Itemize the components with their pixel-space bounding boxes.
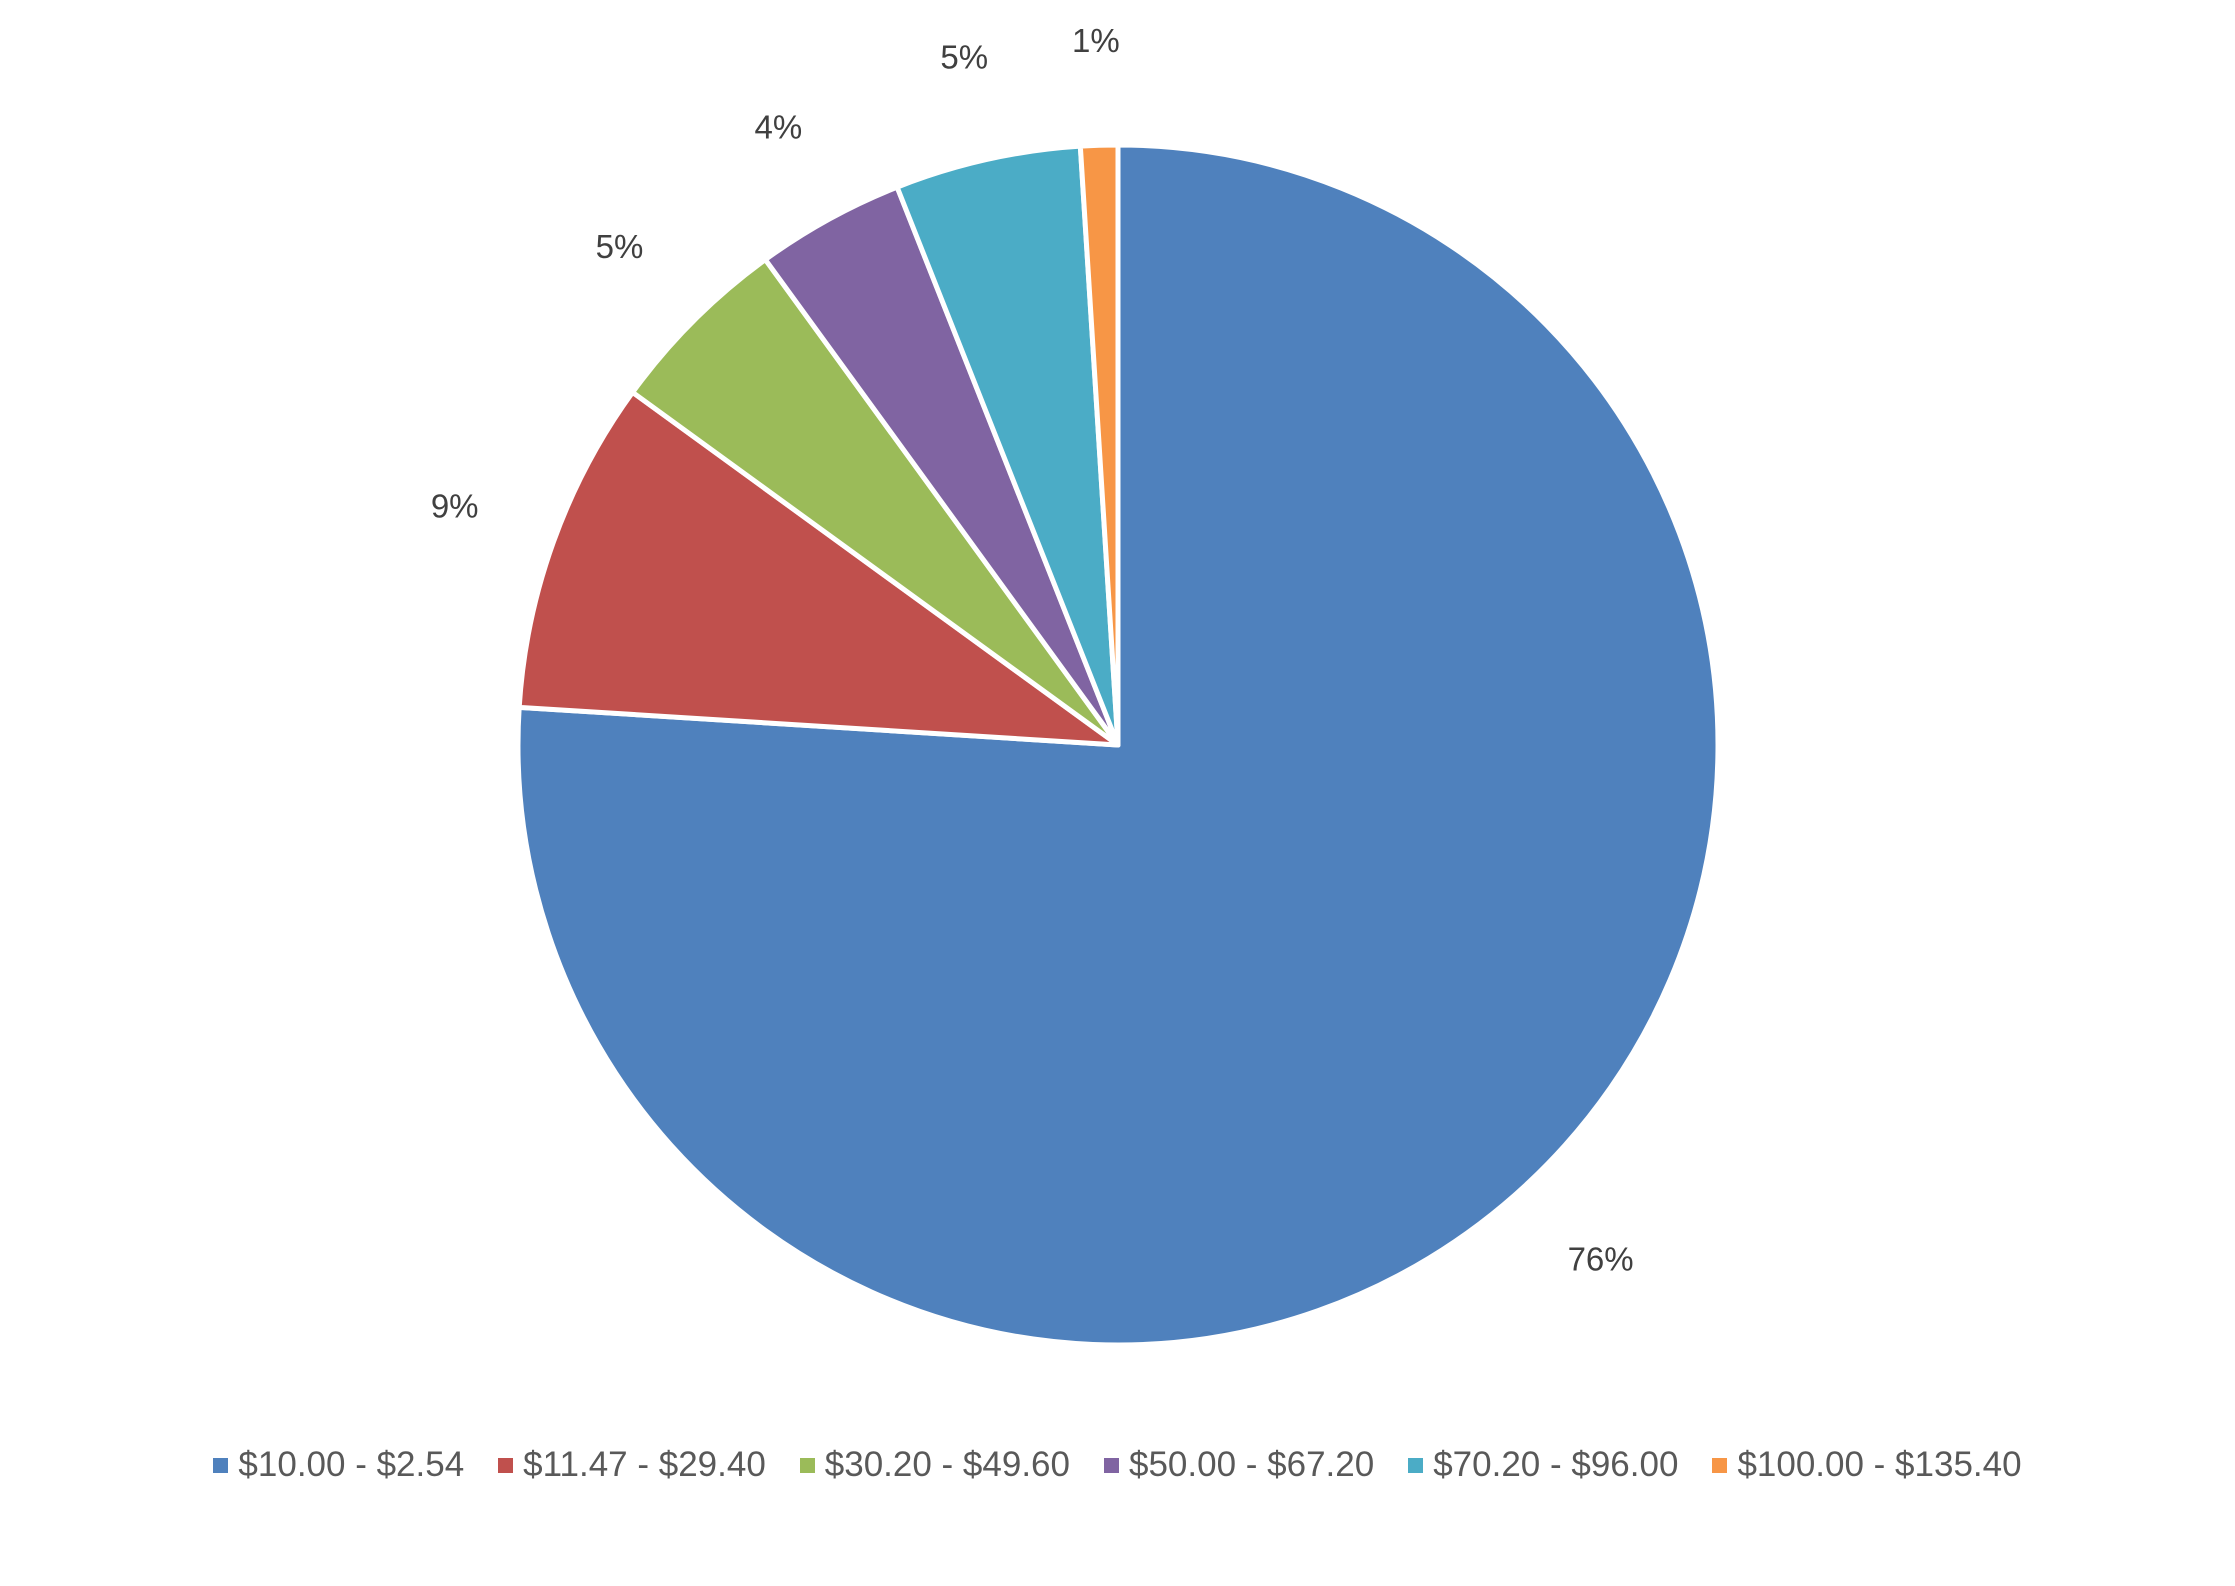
- pie-slice-4: [894, 143, 1121, 748]
- legend-item-1: $11.47 - $29.40: [498, 1445, 766, 1485]
- legend-swatch-4: [1408, 1457, 1424, 1473]
- legend-label-1: $11.47 - $29.40: [523, 1445, 766, 1484]
- pie-slices: [515, 142, 1721, 1348]
- legend-label-5: $100.00 - $135.40: [1737, 1445, 2022, 1484]
- pie-slice-1: [516, 389, 1121, 748]
- pie-slice-2: [630, 257, 1121, 748]
- legend-item-5: $100.00 - $135.40: [1712, 1445, 2022, 1485]
- pie-data-labels: 76% 9% 5% 4% 5% 1%: [431, 22, 1634, 1278]
- pie-data-label-4: 5%: [940, 38, 988, 75]
- legend-label-2: $30.20 - $49.60: [824, 1445, 1070, 1484]
- legend-swatch-1: [498, 1457, 514, 1473]
- pie-slice-5: [1077, 142, 1121, 748]
- legend-item-3: $50.00 - $67.20: [1104, 1445, 1374, 1485]
- legend-label-0: $10.00 - $2.54: [238, 1445, 465, 1484]
- chart-legend: $10.00 - $2.54 $11.47 - $29.40 $30.20 - $4…: [0, 1440, 2235, 1490]
- legend-swatch-2: [799, 1457, 815, 1473]
- pie-data-label-0: 76%: [1568, 1240, 1634, 1277]
- pie-data-label-3: 4%: [755, 109, 803, 146]
- legend-swatch-0: [213, 1457, 229, 1473]
- pie-data-label-2: 5%: [596, 228, 644, 265]
- legend-item-0: $10.00 - $2.54: [213, 1445, 464, 1485]
- pie-data-label-1: 9%: [431, 488, 479, 525]
- legend-swatch-5: [1712, 1457, 1728, 1473]
- legend-item-4: $70.20 - $96.00: [1408, 1445, 1678, 1485]
- legend-label-4: $70.20 - $96.00: [1433, 1445, 1679, 1484]
- pie-slice-0: [515, 142, 1721, 1348]
- pie-data-label-5: 1%: [1072, 22, 1120, 59]
- legend-item-2: $30.20 - $49.60: [799, 1445, 1070, 1485]
- legend-swatch-3: [1104, 1457, 1119, 1473]
- legend-label-3: $50.00 - $67.20: [1129, 1445, 1375, 1484]
